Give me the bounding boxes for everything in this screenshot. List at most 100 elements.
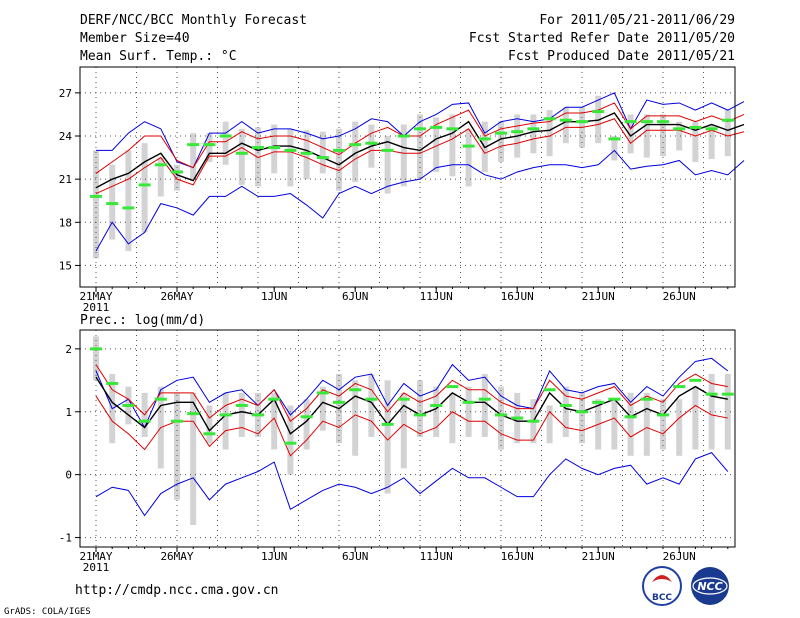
temperature-box-day-28 — [530, 114, 537, 154]
precipitation-median-day-22 — [430, 403, 443, 407]
precipitation-ytick-label-1: 1 — [65, 406, 72, 419]
precipitation-ytick-label-2: 2 — [65, 343, 72, 356]
temperature-y-axis: 15 18 21 24 27 — [59, 87, 80, 272]
precipitation-median-day-12 — [268, 397, 281, 401]
temperature-box-day-3 — [125, 150, 132, 252]
temperature-median-day-14 — [300, 151, 313, 155]
temperature-mean-line — [95, 112, 745, 189]
precipitation-box-day-34 — [627, 392, 634, 456]
temperature-median-day-32 — [592, 110, 605, 114]
temperature-median-day-8 — [203, 143, 216, 147]
bcc-logo-emblem — [652, 575, 672, 582]
precipitation-spread-low-line — [95, 395, 728, 457]
precipitation-box-day-10 — [238, 392, 245, 437]
temperature-median-day-15 — [316, 156, 329, 160]
precipitation-median-day-6 — [171, 419, 183, 423]
temperature-median-day-25 — [478, 137, 491, 141]
precipitation-median-day-2 — [106, 381, 119, 385]
bcc-logo: BCC — [642, 566, 682, 606]
precipitation-median-day-26 — [495, 413, 507, 417]
temperature-median-day-1 — [90, 194, 102, 198]
precipitation-box-day-17 — [352, 380, 359, 456]
temperature-median-day-6 — [171, 170, 183, 174]
precipitation-box-day-9 — [222, 392, 229, 450]
temperature-min-line — [95, 149, 745, 252]
precipitation-median-day-14 — [300, 415, 313, 419]
temperature-box-day-30 — [562, 107, 569, 144]
precipitation-variable-label: Prec.: log(mm/d) — [80, 313, 205, 328]
temperature-box-day-17 — [352, 121, 359, 183]
precipitation-median-day-34 — [624, 415, 637, 419]
precipitation-median-day-1 — [90, 347, 102, 351]
precipitation-median-day-7 — [187, 412, 200, 416]
precipitation-median-day-10 — [235, 403, 248, 407]
precipitation-median-day-23 — [446, 385, 459, 389]
temperature-median-day-16 — [333, 148, 345, 152]
temperature-box-day-15 — [319, 131, 326, 174]
bcc-logo-ring — [642, 566, 682, 606]
precipitation-median-day-20 — [397, 397, 410, 401]
temperature-box-day-8 — [206, 133, 213, 162]
ncc-logo-text: NCC — [697, 580, 722, 593]
produced-date-label: Fcst Produced Date 2011/05/21 — [508, 49, 735, 64]
precipitation-xtick-year-label: 2011 — [83, 561, 110, 574]
temperature-xtick-label-16JUN: 16JUN — [501, 290, 534, 303]
precipitation-median-day-40 — [721, 392, 734, 396]
temperature-median-day-26 — [495, 131, 507, 135]
precipitation-box-day-12 — [271, 392, 278, 450]
precipitation-median-day-25 — [478, 397, 491, 401]
temperature-box-day-20 — [400, 124, 407, 187]
temperature-median-day-10 — [235, 151, 248, 155]
temperature-box-day-1 — [93, 150, 99, 259]
precipitation-median-day-27 — [511, 416, 524, 420]
temperature-box-day-36 — [660, 114, 666, 157]
precipitation-box-day-20 — [400, 392, 407, 469]
precipitation-median-day-11 — [252, 413, 264, 417]
precipitation-box-day-1 — [93, 336, 99, 381]
temperature-median-day-2 — [106, 202, 119, 206]
refer-date-label: Fcst Started Refer Date 2011/05/20 — [469, 31, 735, 46]
temperature-box-day-5 — [157, 157, 164, 197]
precipitation-xtick-label-21MAY: 21MAY — [79, 550, 112, 563]
precipitation-boxes — [93, 336, 731, 525]
temperature-box-day-37 — [676, 121, 683, 151]
temperature-ytick-label-18: 18 — [59, 216, 72, 229]
precipitation-box-day-14 — [303, 399, 310, 450]
temperature-ytick-label-15: 15 — [59, 259, 72, 272]
figure-title: DERF/NCC/BCC Monthly Forecast — [80, 13, 307, 28]
ncc-logo-disc — [691, 567, 729, 605]
precipitation-median-day-36 — [657, 413, 669, 417]
temperature-median-day-28 — [527, 127, 540, 131]
temperature-box-day-7 — [190, 133, 197, 180]
precipitation-median-day-15 — [316, 391, 329, 395]
temperature-xtick-label-21MAY: 21MAY — [79, 290, 112, 303]
temperature-frame — [79, 66, 736, 288]
temperature-variable-label: Mean Surf. Temp.: °C — [80, 49, 237, 64]
temperature-box-day-10 — [238, 128, 245, 185]
precipitation-box-day-6 — [174, 392, 180, 500]
grads-credit: GrADS: COLA/IGES — [4, 607, 91, 617]
temperature-ytick-label-24: 24 — [59, 130, 73, 143]
precipitation-max-line — [95, 357, 729, 429]
temperature-median-day-21 — [414, 127, 426, 131]
precipitation-xtick-label-26MAY: 26MAY — [160, 550, 193, 563]
precipitation-median-day-33 — [608, 397, 621, 401]
temperature-ytick-label-21: 21 — [59, 173, 72, 186]
temperature-box-day-29 — [546, 110, 553, 157]
ncc-logo-orbit — [692, 577, 728, 595]
precipitation-median-day-39 — [705, 392, 718, 396]
temperature-box-day-23 — [449, 114, 456, 177]
precipitation-median-day-18 — [365, 397, 378, 401]
precipitation-box-day-31 — [579, 392, 585, 444]
precipitation-medians — [90, 347, 734, 445]
temperature-xtick-label-26JUN: 26JUN — [663, 290, 696, 303]
temperature-box-day-40 — [724, 110, 731, 157]
precipitation-box-day-25 — [481, 374, 488, 437]
temperature-median-day-3 — [122, 206, 135, 210]
precipitation-median-day-29 — [543, 388, 556, 392]
precipitation-median-day-5 — [154, 397, 167, 401]
